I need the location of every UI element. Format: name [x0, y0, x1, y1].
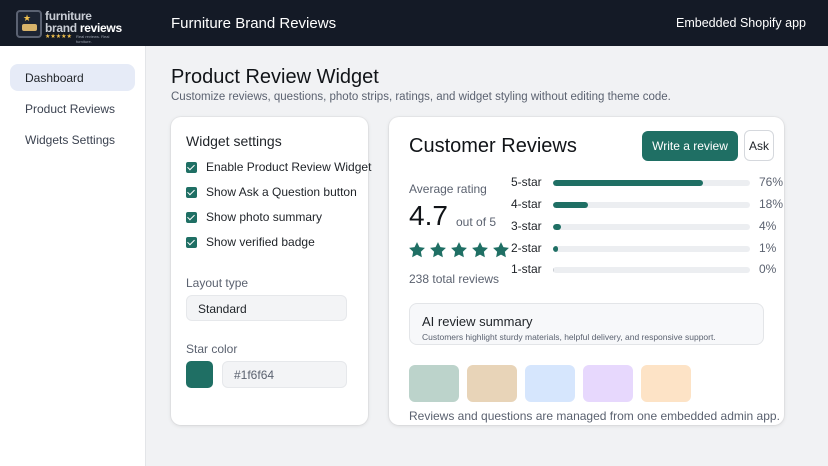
average-rating-out-of: out of 5: [456, 215, 497, 229]
ask-button[interactable]: Ask: [744, 130, 774, 161]
footer-note: Reviews and questions are managed from o…: [409, 409, 780, 423]
star-icon: [493, 242, 509, 258]
checkbox-photo-summary[interactable]: Show photo summary: [186, 209, 322, 225]
review-photo-thumbnail[interactable]: [583, 365, 633, 402]
logo-tagline: Real reviews. Real furniture.: [76, 34, 110, 44]
rating-bar-track: [553, 246, 750, 252]
layout-type-select[interactable]: Standard: [186, 295, 347, 321]
checkbox-ask-question[interactable]: Show Ask a Question button: [186, 184, 357, 200]
reviews-title: Customer Reviews: [409, 135, 577, 157]
write-review-button[interactable]: Write a review: [642, 131, 738, 161]
logo-stars-icon: ★★★★★: [45, 34, 72, 40]
checkbox-verified-badge[interactable]: Show verified badge: [186, 234, 315, 250]
checkbox-checked-icon[interactable]: [186, 236, 197, 248]
checkbox-label: Show verified badge: [206, 235, 315, 249]
top-bar: ★ furniture brand reviews ★★★★★ Real rev…: [0, 0, 828, 46]
star-icon: [409, 242, 425, 258]
rating-bar-3-star: 3-star 4%: [511, 219, 782, 235]
rating-bar-2-star: 2-star 1%: [511, 241, 782, 257]
logo-text-line2: brand reviews: [45, 21, 122, 35]
rating-bar-fill: [553, 246, 558, 252]
rating-bar-fill: [553, 267, 555, 273]
rating-stars: [408, 241, 513, 259]
star-color-input[interactable]: #1f6f64: [222, 361, 347, 388]
rating-bar-fill: [553, 202, 589, 208]
checkbox-label: Show Ask a Question button: [206, 185, 357, 199]
page-subtitle: Customize reviews, questions, photo stri…: [171, 91, 671, 103]
rating-bar-percent: 1%: [759, 241, 777, 255]
sidebar: Dashboard Product Reviews Widgets Settin…: [0, 46, 146, 466]
ai-summary-box: AI review summary Customers highlight st…: [409, 303, 764, 345]
rating-bar-percent: 0%: [759, 262, 777, 276]
rating-bar-fill: [553, 224, 561, 230]
checkbox-checked-icon[interactable]: [186, 186, 197, 198]
rating-bar-label: 1-star: [511, 262, 542, 276]
rating-bar-1-star: 1-star 0%: [511, 262, 782, 278]
rating-bar-fill: [553, 180, 703, 186]
app-title: Furniture Brand Reviews: [171, 15, 337, 32]
average-rating-value: 4.7: [409, 200, 448, 231]
ai-summary-title: AI review summary: [422, 314, 533, 329]
rating-bar-label: 2-star: [511, 241, 542, 255]
brand-logo[interactable]: ★ furniture brand reviews ★★★★★ Real rev…: [14, 8, 126, 44]
ai-summary-text: Customers highlight sturdy materials, he…: [422, 332, 716, 342]
rating-bar-label: 5-star: [511, 175, 542, 189]
checkbox-checked-icon[interactable]: [186, 161, 197, 173]
rating-bar-label: 3-star: [511, 219, 542, 233]
layout-type-label: Layout type: [186, 276, 249, 290]
sidebar-item-widgets-settings[interactable]: Widgets Settings: [25, 133, 116, 147]
rating-bar-track: [553, 202, 750, 208]
review-photo-thumbnail[interactable]: [525, 365, 575, 402]
rating-bar-percent: 76%: [759, 175, 784, 189]
star-icon: [472, 242, 488, 258]
total-reviews: 238 total reviews: [409, 272, 500, 286]
rating-bar-percent: 18%: [759, 197, 784, 211]
sidebar-item-dashboard[interactable]: Dashboard: [10, 64, 135, 91]
rating-bar-track: [553, 180, 750, 186]
review-photo-thumbnail[interactable]: [409, 365, 459, 402]
logo-text-line1: furniture: [45, 9, 92, 23]
page-title: Product Review Widget: [171, 66, 379, 88]
checkbox-label: Show photo summary: [206, 210, 323, 224]
sidebar-item-product-reviews[interactable]: Product Reviews: [25, 102, 116, 116]
checkbox-checked-icon[interactable]: [186, 211, 197, 223]
review-photo-thumbnail[interactable]: [467, 365, 517, 402]
logo-badge-icon: ★: [16, 10, 42, 38]
widget-settings-card: Widget settings Enable Product Review Wi…: [171, 117, 371, 425]
review-photo-thumbnail[interactable]: [641, 365, 691, 402]
star-color-swatch[interactable]: [186, 361, 213, 388]
embed-label: Embedded Shopify app: [676, 16, 806, 30]
rating-bar-percent: 4%: [759, 219, 777, 233]
star-color-label: Star color: [186, 342, 238, 356]
settings-title: Widget settings: [186, 133, 282, 149]
checkbox-enable-widget[interactable]: Enable Product Review Widget: [186, 159, 371, 175]
star-icon: [451, 242, 467, 258]
rating-bar-track: [553, 267, 750, 273]
star-icon: [430, 242, 446, 258]
rating-bar-5-star: 5-star 76%: [511, 175, 784, 191]
rating-bar-label: 4-star: [511, 197, 542, 211]
customer-reviews-card: Customer Reviews Write a review Ask Aver…: [389, 117, 784, 425]
checkbox-label: Enable Product Review Widget: [206, 160, 372, 174]
rating-bar-4-star: 4-star 18%: [511, 197, 784, 213]
rating-bar-track: [553, 224, 750, 230]
average-rating-label: Average rating: [409, 182, 487, 196]
